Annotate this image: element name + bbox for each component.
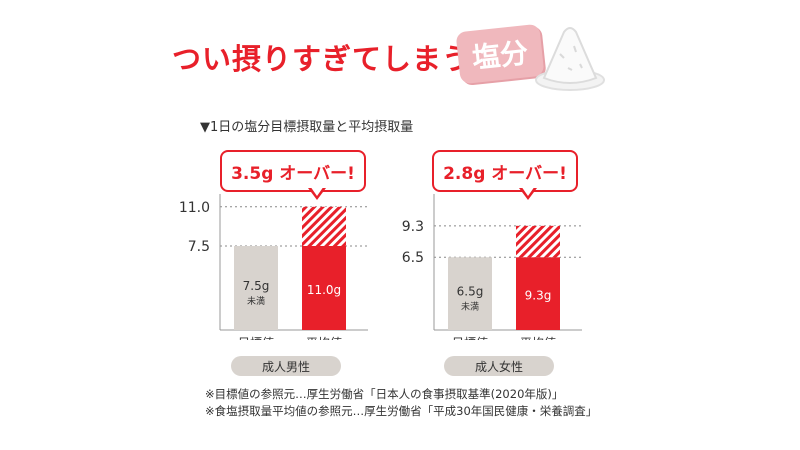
category-label: 平均値: [520, 335, 556, 340]
bar-label-average: 9.3g: [525, 289, 552, 303]
group-label-men: 成人男性: [231, 356, 341, 376]
bar-sublabel-target: 未満: [461, 301, 479, 313]
bar-average: [302, 246, 346, 330]
bar-label-target: 7.5g: [243, 279, 270, 293]
group-label-women: 成人女性: [444, 356, 554, 376]
bar-average-excess: [302, 206, 346, 246]
bar-target: [448, 257, 492, 330]
bar-label-target: 6.5g: [457, 285, 484, 299]
category-label: 目標値: [238, 335, 274, 340]
reference-tick-label: 11.0: [179, 200, 210, 216]
bar-chart-women: 9.3 6.5 6.5g 未満 9.3g 目標値 平均値: [402, 194, 582, 340]
bar-sublabel-target: 未満: [247, 295, 265, 307]
category-label: 目標値: [452, 335, 488, 340]
bar-average: [516, 257, 560, 330]
reference-tick-label: 7.5: [188, 239, 210, 255]
bar-label-average: 11.0g: [307, 283, 341, 297]
chart-subtitle: ▼1日の塩分目標摂取量と平均摂取量: [200, 120, 414, 135]
callout-men: 3.5g オーバー!: [220, 150, 366, 192]
reference-tick-label: 6.5: [402, 250, 424, 266]
salt-pile-icon: [535, 27, 605, 91]
category-label: 平均値: [306, 335, 342, 340]
bar-chart-men: 11.0 7.5 7.5g 未満 11.0g 目標値 平均値: [179, 194, 368, 340]
footnote-1: ※目標値の参照元…厚生労働省「日本人の食事摂取基準(2020年版)」: [205, 387, 564, 401]
bar-target: [234, 246, 278, 330]
reference-tick-label: 9.3: [402, 219, 424, 235]
headline: つい摂りすぎてしまう: [172, 42, 473, 76]
footnote-2: ※食塩摂取量平均値の参照元…厚生労働省「平成30年国民健康・栄養調査」: [205, 404, 598, 418]
bar-average-excess: [516, 225, 560, 258]
callout-women: 2.8g オーバー!: [432, 150, 578, 192]
